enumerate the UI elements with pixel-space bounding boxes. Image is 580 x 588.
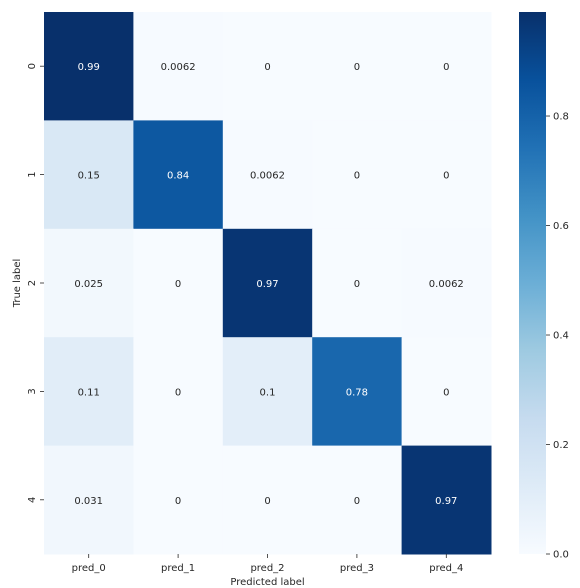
cell-value-label-r4-c0: 0.031 (74, 496, 103, 507)
heatmap-cell-r0-c0 (44, 12, 134, 121)
colorbar (519, 12, 546, 554)
x-axis-title: Predicted label (230, 577, 304, 588)
x-tick-label-2: pred_2 (250, 563, 284, 574)
y-tick-label-3: 3 (27, 388, 38, 394)
heatmap-cell-r2-c1 (133, 228, 224, 338)
colorbar-tick-label-4: 0.8 (553, 112, 569, 123)
colorbar-tick-label-2: 0.4 (553, 331, 569, 342)
heatmap-cell-r2-c2 (222, 228, 313, 338)
cell-value-label-r2-c2: 0.97 (256, 279, 278, 290)
cell-value-label-r3-c1: 0 (175, 387, 181, 398)
cell-value-label-r1-c2: 0.0062 (250, 171, 285, 182)
colorbar-tick-label-0: 0.0 (553, 550, 569, 561)
y-tick-label-0: 0 (27, 63, 38, 69)
heatmap-cell-r2-c4 (401, 228, 492, 338)
cell-value-label-r2-c1: 0 (175, 279, 181, 290)
heatmap-cell-r3-c0 (44, 337, 134, 447)
heatmap-cell-r3-c3 (312, 337, 403, 447)
colorbar-tick-label-3: 0.6 (553, 221, 569, 232)
heatmap-cell-r4-c2 (222, 445, 313, 555)
cell-value-label-r3-c3: 0.78 (346, 387, 368, 398)
cell-value-label-r4-c3: 0 (354, 496, 360, 507)
heatmap-cell-r2-c3 (312, 228, 403, 338)
heatmap-cell-r1-c0 (44, 120, 134, 230)
cell-value-label-r0-c3: 0 (354, 62, 360, 73)
y-axis-ticks: 0 1 2 3 4 (27, 63, 44, 503)
cell-value-label-r2-c0: 0.025 (74, 279, 103, 290)
heatmap-cell-r0-c2 (222, 12, 313, 121)
heatmap-cell-r1-c1 (133, 120, 224, 230)
cell-value-label-r1-c4: 0 (443, 171, 449, 182)
heatmap-cell-r1-c3 (312, 120, 403, 230)
colorbar-ticks: 0.0 0.2 0.4 0.6 0.8 (546, 112, 569, 561)
cell-value-label-r3-c0: 0.11 (78, 387, 100, 398)
heatmap-cell-r3-c4 (401, 337, 492, 447)
cell-value-label-r4-c2: 0 (264, 496, 270, 507)
y-tick-label-2: 2 (27, 280, 38, 286)
cell-value-label-r1-c0: 0.15 (78, 171, 100, 182)
heatmap-cell-r1-c2 (222, 120, 313, 230)
heatmap-value-labels: 0.99 0.0062 0 0 0 0.15 0.84 0.0062 0 0 0.025 0 0.97 0… (74, 62, 463, 507)
cell-value-label-r1-c1: 0.84 (167, 171, 189, 182)
cell-value-label-r3-c2: 0.1 (260, 387, 276, 398)
x-tick-label-3: pred_3 (340, 563, 374, 574)
y-tick-label-1: 1 (27, 171, 38, 177)
heatmap-cell-r4-c0 (44, 445, 134, 555)
cell-value-label-r4-c1: 0 (175, 496, 181, 507)
heatmap-cell-r3-c1 (133, 337, 224, 447)
x-tick-label-1: pred_1 (161, 563, 195, 574)
cell-value-label-r0-c4: 0 (443, 62, 449, 73)
heatmap-cell-r2-c0 (44, 228, 134, 338)
x-tick-label-4: pred_4 (429, 563, 463, 574)
heatmap-cell-r4-c3 (312, 445, 403, 555)
heatmap-cell-r3-c2 (222, 337, 313, 447)
cell-value-label-r2-c3: 0 (354, 279, 360, 290)
heatmap-cell-r4-c1 (133, 445, 224, 555)
y-axis-title: True label (12, 259, 23, 309)
cell-value-label-r3-c4: 0 (443, 387, 449, 398)
heatmap-cell-r1-c4 (401, 120, 492, 230)
cell-value-label-r0-c2: 0 (264, 62, 270, 73)
cell-value-label-r1-c3: 0 (354, 171, 360, 182)
heatmap-cell-r0-c4 (401, 12, 492, 121)
cell-value-label-r0-c0: 0.99 (78, 62, 100, 73)
heatmap-cell-r4-c4 (401, 445, 492, 555)
x-axis-ticks: pred_0 pred_1 pred_2 pred_3 pred_4 (72, 554, 463, 574)
heatmap-cell-r0-c3 (312, 12, 403, 121)
heatmap-cell-r0-c1 (133, 12, 224, 121)
y-tick-label-4: 4 (27, 497, 38, 503)
cell-value-label-r2-c4: 0.0062 (429, 279, 464, 290)
colorbar-tick-label-1: 0.2 (553, 440, 569, 451)
x-tick-label-0: pred_0 (72, 563, 106, 574)
heatmap-cells (44, 12, 492, 555)
cell-value-label-r4-c4: 0.97 (435, 496, 457, 507)
cell-value-label-r0-c1: 0.0062 (161, 62, 196, 73)
